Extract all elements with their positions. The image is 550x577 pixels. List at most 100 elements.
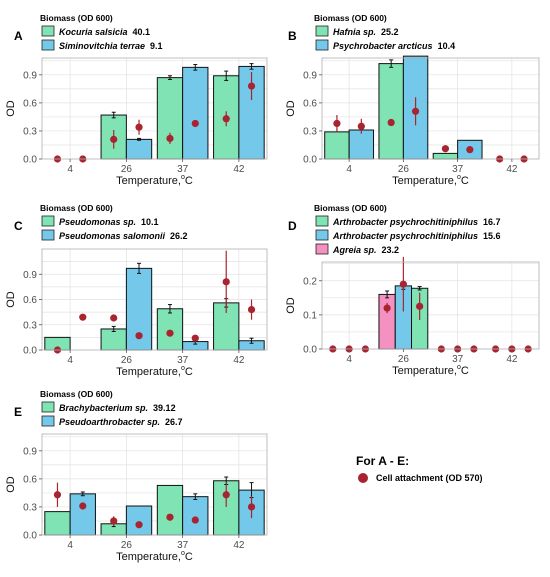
y-tick-label: 0.6	[23, 474, 37, 485]
legend-value: 25.2	[381, 27, 399, 37]
legend-name: Pseudomonas sp.	[59, 217, 136, 227]
x-tick-label: 37	[452, 354, 464, 365]
legend-name: Kocuria salsicia	[59, 27, 128, 37]
x-tick-label: 4	[67, 164, 73, 175]
y-tick-label: 0.3	[23, 320, 37, 331]
y-tick-label: 0.9	[23, 446, 37, 457]
legend-swatch	[315, 39, 329, 51]
attachment-point	[53, 491, 62, 499]
x-axis-title: Temperature,oC	[116, 550, 193, 563]
attachment-point	[222, 278, 230, 286]
attachment-point	[135, 521, 143, 529]
attachment-point	[191, 334, 199, 342]
legend-entry: Brachybacterium sp. 39.12	[59, 403, 176, 413]
x-axis-unit: C	[461, 365, 469, 377]
legend-entry: Pseudoarthrobacter sp. 26.7	[59, 417, 183, 427]
panel-letter: A	[14, 29, 23, 43]
attachment-point	[79, 313, 87, 321]
attachment-point	[441, 145, 450, 153]
panel-letter: E	[14, 405, 22, 419]
x-tick-label: 42	[506, 164, 518, 175]
bar	[378, 63, 404, 160]
legend-swatch	[41, 415, 55, 427]
attachment-point	[387, 118, 395, 127]
bar	[432, 152, 459, 160]
legend-swatch	[315, 243, 329, 255]
attachment-point	[416, 302, 424, 310]
legend-title: Biomass (OD 600)	[314, 13, 387, 23]
attachment-point	[166, 134, 174, 143]
x-tick-label: 26	[398, 164, 410, 175]
common-legend: For A - E: Cell attachment (OD 570)	[356, 454, 483, 483]
x-tick-label: 37	[177, 540, 189, 551]
legend-value: 26.7	[165, 417, 183, 427]
y-tick-label: 0.0	[303, 345, 317, 356]
common-legend-dot	[358, 473, 368, 483]
y-tick-label: 0.3	[303, 126, 317, 137]
y-tick-label: 0.9	[303, 70, 317, 81]
attachment-point	[110, 135, 118, 143]
bar	[69, 493, 96, 536]
y-tick-label: 0.6	[303, 98, 317, 109]
y-axis-title: OD	[285, 297, 297, 314]
legend-entry: Arthrobacter psychrochitiniphilus 16.7	[332, 217, 501, 227]
x-tick-label: 42	[233, 540, 245, 551]
x-tick-label: 37	[452, 164, 464, 175]
legend-title: Biomass (OD 600)	[40, 13, 113, 23]
x-axis-unit: C	[185, 551, 193, 563]
legend-entry: Psychrobacter arcticus 10.4	[333, 41, 455, 51]
bar	[182, 496, 209, 536]
x-tick-label: 42	[233, 355, 245, 366]
legend-value: 40.1	[133, 27, 151, 37]
legend-entry: Kocuria salsicia 40.1	[59, 27, 150, 37]
legend-value: 15.6	[483, 231, 501, 241]
legend-swatch	[41, 401, 55, 413]
legend-entry: Pseudomonas sp. 10.1	[59, 217, 159, 227]
x-axis-title: Temperature,oC	[116, 365, 193, 378]
x-tick-label: 4	[346, 164, 352, 175]
legend-swatch	[41, 215, 55, 227]
common-legend-label: Cell attachment (OD 570)	[376, 473, 483, 483]
y-tick-label: 0.9	[23, 270, 37, 281]
legend-swatch	[41, 25, 55, 37]
y-tick-label: 0.3	[23, 126, 37, 137]
legend-name: Hafnia sp.	[333, 27, 376, 37]
x-axis-unit: C	[461, 175, 469, 187]
legend-swatch	[315, 215, 329, 227]
attachment-point	[466, 146, 474, 154]
panel-d: Biomass (OD 600) D Arthrobacter psychrochi…	[285, 203, 540, 377]
x-axis-label: Temperature,	[116, 551, 181, 563]
legend-entry: Agreia sp. 23.2	[332, 245, 399, 255]
legend-value: 9.1	[150, 41, 163, 51]
legend-name: Agreia sp.	[332, 245, 377, 255]
bar	[125, 138, 153, 160]
x-tick-label: 42	[506, 354, 518, 365]
x-tick-label: 42	[233, 164, 245, 175]
y-tick-label: 0.0	[23, 346, 37, 357]
panel-a: Biomass (OD 600) A Kocuria salsicia 40.1 Sim…	[5, 13, 268, 187]
bar	[348, 129, 375, 160]
attachment-point	[135, 123, 143, 131]
x-axis-title: Temperature,oC	[116, 174, 193, 187]
y-tick-label: 0.0	[23, 531, 37, 542]
attachment-point	[247, 306, 256, 314]
y-axis-title: OD	[5, 291, 17, 308]
panel-letter: B	[288, 29, 297, 43]
legend-title: Biomass (OD 600)	[314, 203, 387, 213]
x-axis-title: Temperature,oC	[392, 174, 469, 187]
bar	[324, 131, 350, 160]
legend-title: Biomass (OD 600)	[40, 389, 113, 399]
plot-frame	[41, 433, 268, 536]
bar	[100, 328, 127, 351]
attachment-point	[222, 491, 230, 499]
attachment-point	[411, 107, 420, 115]
bar	[125, 505, 153, 536]
attachment-point	[110, 517, 118, 525]
attachment-point	[399, 280, 407, 288]
y-tick-label: 0.1	[303, 310, 317, 321]
panel-letter: D	[288, 219, 297, 233]
attachment-point	[333, 119, 341, 128]
panel-letter: C	[14, 219, 23, 233]
plot-frame	[321, 261, 540, 350]
legend-value: 10.1	[141, 217, 159, 227]
